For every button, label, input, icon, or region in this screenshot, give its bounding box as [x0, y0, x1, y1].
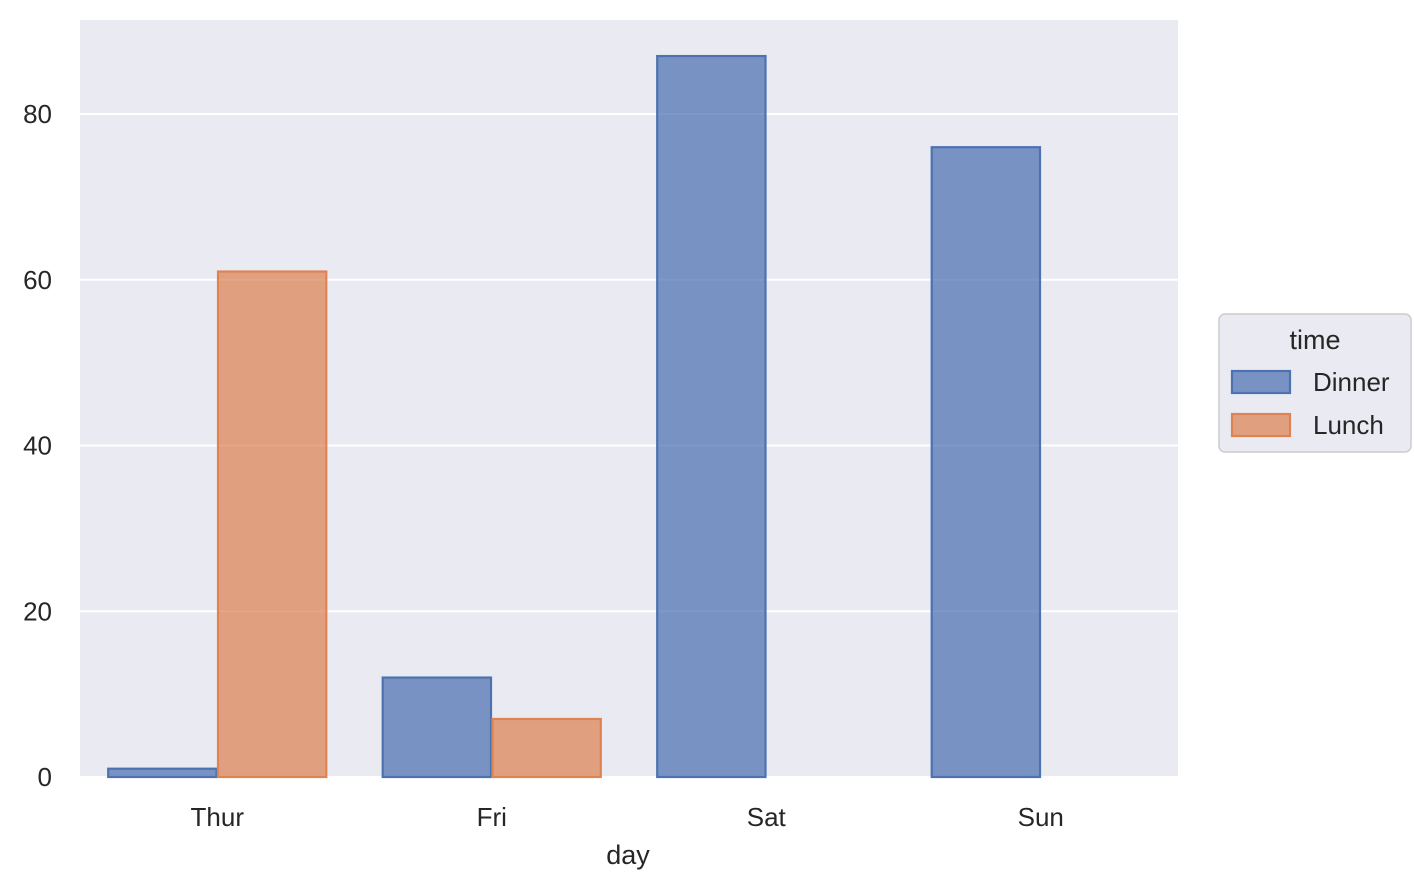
legend-label-lunch: Lunch: [1313, 410, 1384, 440]
legend-title: time: [1289, 325, 1340, 355]
legend-label-dinner: Dinner: [1313, 367, 1390, 397]
legend-swatch-lunch: [1230, 412, 1292, 438]
x-tick-labels: Thur Fri Sat Sun: [191, 802, 1064, 832]
y-tick-labels: 0 20 40 60 80: [23, 99, 52, 792]
legend: time Dinner Lunch: [1218, 313, 1412, 453]
y-tick-label: 60: [23, 265, 52, 295]
bar-dinner-sat: [656, 54, 767, 779]
y-tick-label: 0: [38, 762, 52, 792]
y-tick-label: 40: [23, 431, 52, 461]
x-tick-label: Thur: [191, 802, 245, 832]
x-tick-label: Sat: [747, 802, 787, 832]
y-tick-label: 80: [23, 99, 52, 129]
bar-lunch-thur: [216, 270, 328, 779]
y-tick-label: 20: [23, 596, 52, 626]
bar-dinner-sun: [930, 146, 1042, 779]
x-axis-label: day: [606, 840, 650, 870]
bars: [107, 54, 1042, 779]
x-tick-label: Sun: [1018, 802, 1064, 832]
bar-dinner-thur: [107, 767, 218, 779]
x-tick-label: Fri: [477, 802, 507, 832]
bar-dinner-fri: [381, 676, 493, 779]
legend-swatch-dinner: [1230, 369, 1292, 395]
bar-lunch-fri: [491, 717, 602, 779]
legend-entries: Dinner Lunch: [1230, 367, 1390, 440]
